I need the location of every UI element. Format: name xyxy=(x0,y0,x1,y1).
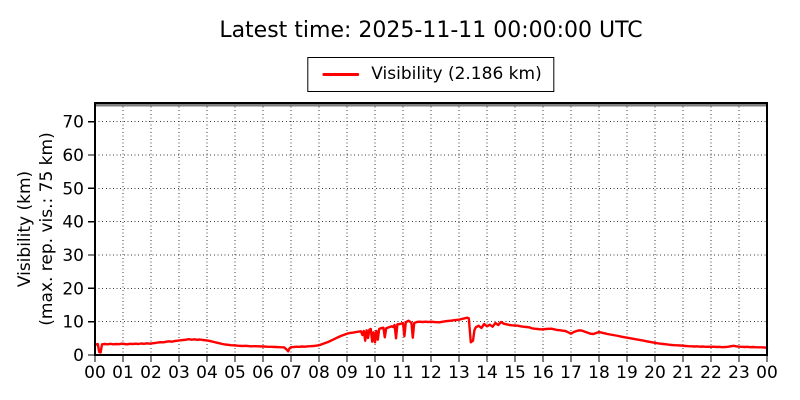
svg-text:16: 16 xyxy=(532,363,554,383)
gridlines xyxy=(95,103,767,355)
svg-text:18: 18 xyxy=(588,363,610,383)
visibility-series-line xyxy=(93,316,769,354)
svg-text:05: 05 xyxy=(224,363,246,383)
svg-text:17: 17 xyxy=(560,363,582,383)
legend-label: Visibility (2.186 km) xyxy=(371,64,542,84)
svg-text:22: 22 xyxy=(700,363,722,383)
svg-text:08: 08 xyxy=(308,363,330,383)
svg-text:10: 10 xyxy=(364,363,386,383)
svg-text:04: 04 xyxy=(196,363,218,383)
axis-ticks xyxy=(88,121,768,362)
svg-text:15: 15 xyxy=(504,363,526,383)
svg-text:50: 50 xyxy=(62,179,84,199)
svg-text:02: 02 xyxy=(140,363,162,383)
chart-title: Latest time: 2025-11-11 00:00:00 UTC xyxy=(219,18,643,43)
svg-text:70: 70 xyxy=(62,113,84,133)
legend: Visibility (2.186 km) xyxy=(307,57,555,92)
svg-text:00: 00 xyxy=(756,363,778,383)
svg-text:23: 23 xyxy=(728,363,750,383)
svg-text:12: 12 xyxy=(420,363,442,383)
svg-text:10: 10 xyxy=(62,313,84,333)
svg-text:20: 20 xyxy=(62,279,84,299)
svg-text:06: 06 xyxy=(252,363,274,383)
svg-text:00: 00 xyxy=(84,363,106,383)
svg-text:0: 0 xyxy=(73,346,84,366)
svg-text:21: 21 xyxy=(672,363,694,383)
y-axis-label-line1: Visibility (km) xyxy=(15,171,35,287)
svg-text:09: 09 xyxy=(336,363,358,383)
svg-text:03: 03 xyxy=(168,363,190,383)
x-tick-labels: 00 01 02 03 04 05 06 07 08 09 10 11 12 13 14 15 16 17 18 19… xyxy=(84,363,778,383)
svg-text:11: 11 xyxy=(392,363,414,383)
y-tick-labels: 0 10 20 30 40 50 60 70 xyxy=(62,113,84,366)
legend-line-sample xyxy=(322,72,360,76)
y-axis-label-line2: (max. rep. vis.: 75 km) xyxy=(37,132,57,325)
svg-text:07: 07 xyxy=(280,363,302,383)
svg-text:14: 14 xyxy=(476,363,498,383)
svg-text:13: 13 xyxy=(448,363,470,383)
svg-text:30: 30 xyxy=(62,246,84,266)
svg-text:20: 20 xyxy=(644,363,666,383)
svg-text:01: 01 xyxy=(112,363,134,383)
svg-text:40: 40 xyxy=(62,213,84,233)
svg-text:19: 19 xyxy=(616,363,638,383)
svg-text:60: 60 xyxy=(62,146,84,166)
